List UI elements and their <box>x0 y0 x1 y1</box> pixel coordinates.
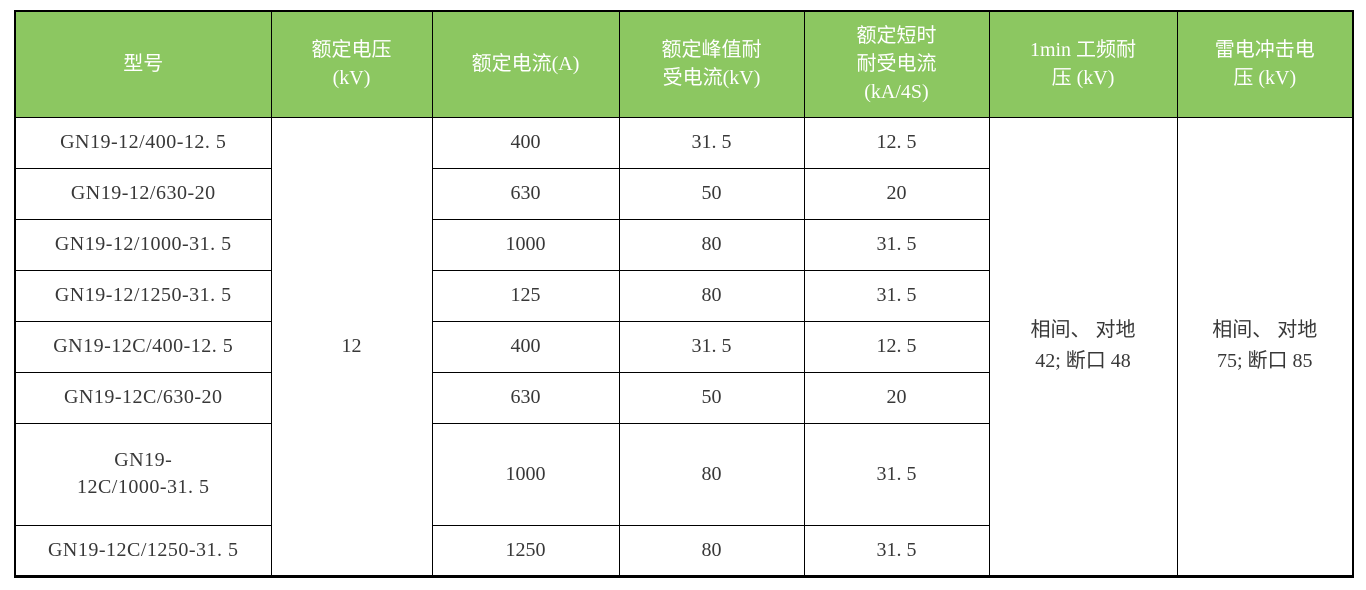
model-cell: GN19-12/1250-31. 5 <box>14 269 272 322</box>
table-row: GN19-12/630-20 630 50 20 <box>14 167 1353 220</box>
header-power-frequency-withstand: 1min 工频耐 压 (kV) <box>988 10 1178 118</box>
short-time-current-cell: 12. 5 <box>803 320 990 373</box>
table-row: GN19-12/1250-31. 5 125 80 31. 5 <box>14 269 1353 322</box>
peak-current-cell: 80 <box>618 422 805 526</box>
rated-current-cell: 630 <box>431 167 620 220</box>
header-row: 型号 额定电压 (kV) 额定电流(A) 额定峰值耐 受电流(kV) 额定短时 … <box>14 10 1354 118</box>
header-rated-current: 额定电流(A) <box>431 10 620 118</box>
model-cell: GN19-12C/400-12. 5 <box>14 320 272 373</box>
model-cell: GN19- 12C/1000-31. 5 <box>14 422 272 526</box>
short-time-current-cell: 31. 5 <box>803 422 990 526</box>
short-time-current-cell: 31. 5 <box>803 524 990 577</box>
peak-current-cell: 31. 5 <box>618 116 805 169</box>
table-row: GN19-12C/400-12. 5 400 31. 5 12. 5 <box>14 320 1353 373</box>
model-cell: GN19-12/630-20 <box>14 167 272 220</box>
header-short-time-current: 额定短时 耐受电流 (kA/4S) <box>803 10 990 118</box>
spec-table-container: 型号 额定电压 (kV) 额定电流(A) 额定峰值耐 受电流(kV) 额定短时 … <box>14 10 1354 578</box>
header-lightning-impulse: 雷电冲击电 压 (kV) <box>1176 10 1354 118</box>
lightning-impulse-cell: 相间、 对地 75; 断口 85 <box>1176 116 1354 577</box>
header-rated-voltage: 额定电压 (kV) <box>270 10 433 118</box>
peak-current-cell: 80 <box>618 218 805 271</box>
peak-current-cell: 50 <box>618 167 805 220</box>
model-cell: GN19-12C/630-20 <box>14 371 272 424</box>
rated-current-cell: 1250 <box>431 524 620 577</box>
table-row: GN19-12/400-12. 5 12 400 31. 5 12. 5 相间、… <box>14 116 1354 577</box>
model-cell: GN19-12C/1250-31. 5 <box>14 524 272 577</box>
rated-current-cell: 630 <box>431 371 620 424</box>
short-time-current-cell: 12. 5 <box>803 116 990 169</box>
table-row: GN19-12C/630-20 630 50 20 <box>14 371 1353 424</box>
rated-current-cell: 1000 <box>431 218 620 271</box>
peak-current-cell: 80 <box>618 269 805 322</box>
peak-current-cell: 50 <box>618 371 805 424</box>
rated-current-cell: 1000 <box>431 422 620 526</box>
model-cell: GN19-12/400-12. 5 <box>14 116 272 169</box>
rated-current-cell: 400 <box>431 320 620 373</box>
rated-current-cell: 125 <box>431 269 620 322</box>
rated-voltage-merged-cell: 12 <box>270 116 433 577</box>
short-time-current-cell: 20 <box>803 167 990 220</box>
header-peak-withstand-current: 额定峰值耐 受电流(kV) <box>618 10 805 118</box>
rated-current-cell: 400 <box>431 116 620 169</box>
table-row: GN19-12C/1250-31. 5 1250 80 31. 5 <box>14 524 1353 577</box>
short-time-current-cell: 20 <box>803 371 990 424</box>
model-cell: GN19-12/1000-31. 5 <box>14 218 272 271</box>
short-time-current-cell: 31. 5 <box>803 269 990 322</box>
peak-current-cell: 80 <box>618 524 805 577</box>
peak-current-cell: 31. 5 <box>618 320 805 373</box>
power-frequency-withstand-cell: 相间、 对地 42; 断口 48 <box>988 116 1178 577</box>
header-model: 型号 <box>14 10 272 118</box>
table-row: GN19-12/1000-31. 5 1000 80 31. 5 <box>14 218 1353 271</box>
short-time-current-cell: 31. 5 <box>803 218 990 271</box>
spec-table: 型号 额定电压 (kV) 额定电流(A) 额定峰值耐 受电流(kV) 额定短时 … <box>14 10 1354 578</box>
